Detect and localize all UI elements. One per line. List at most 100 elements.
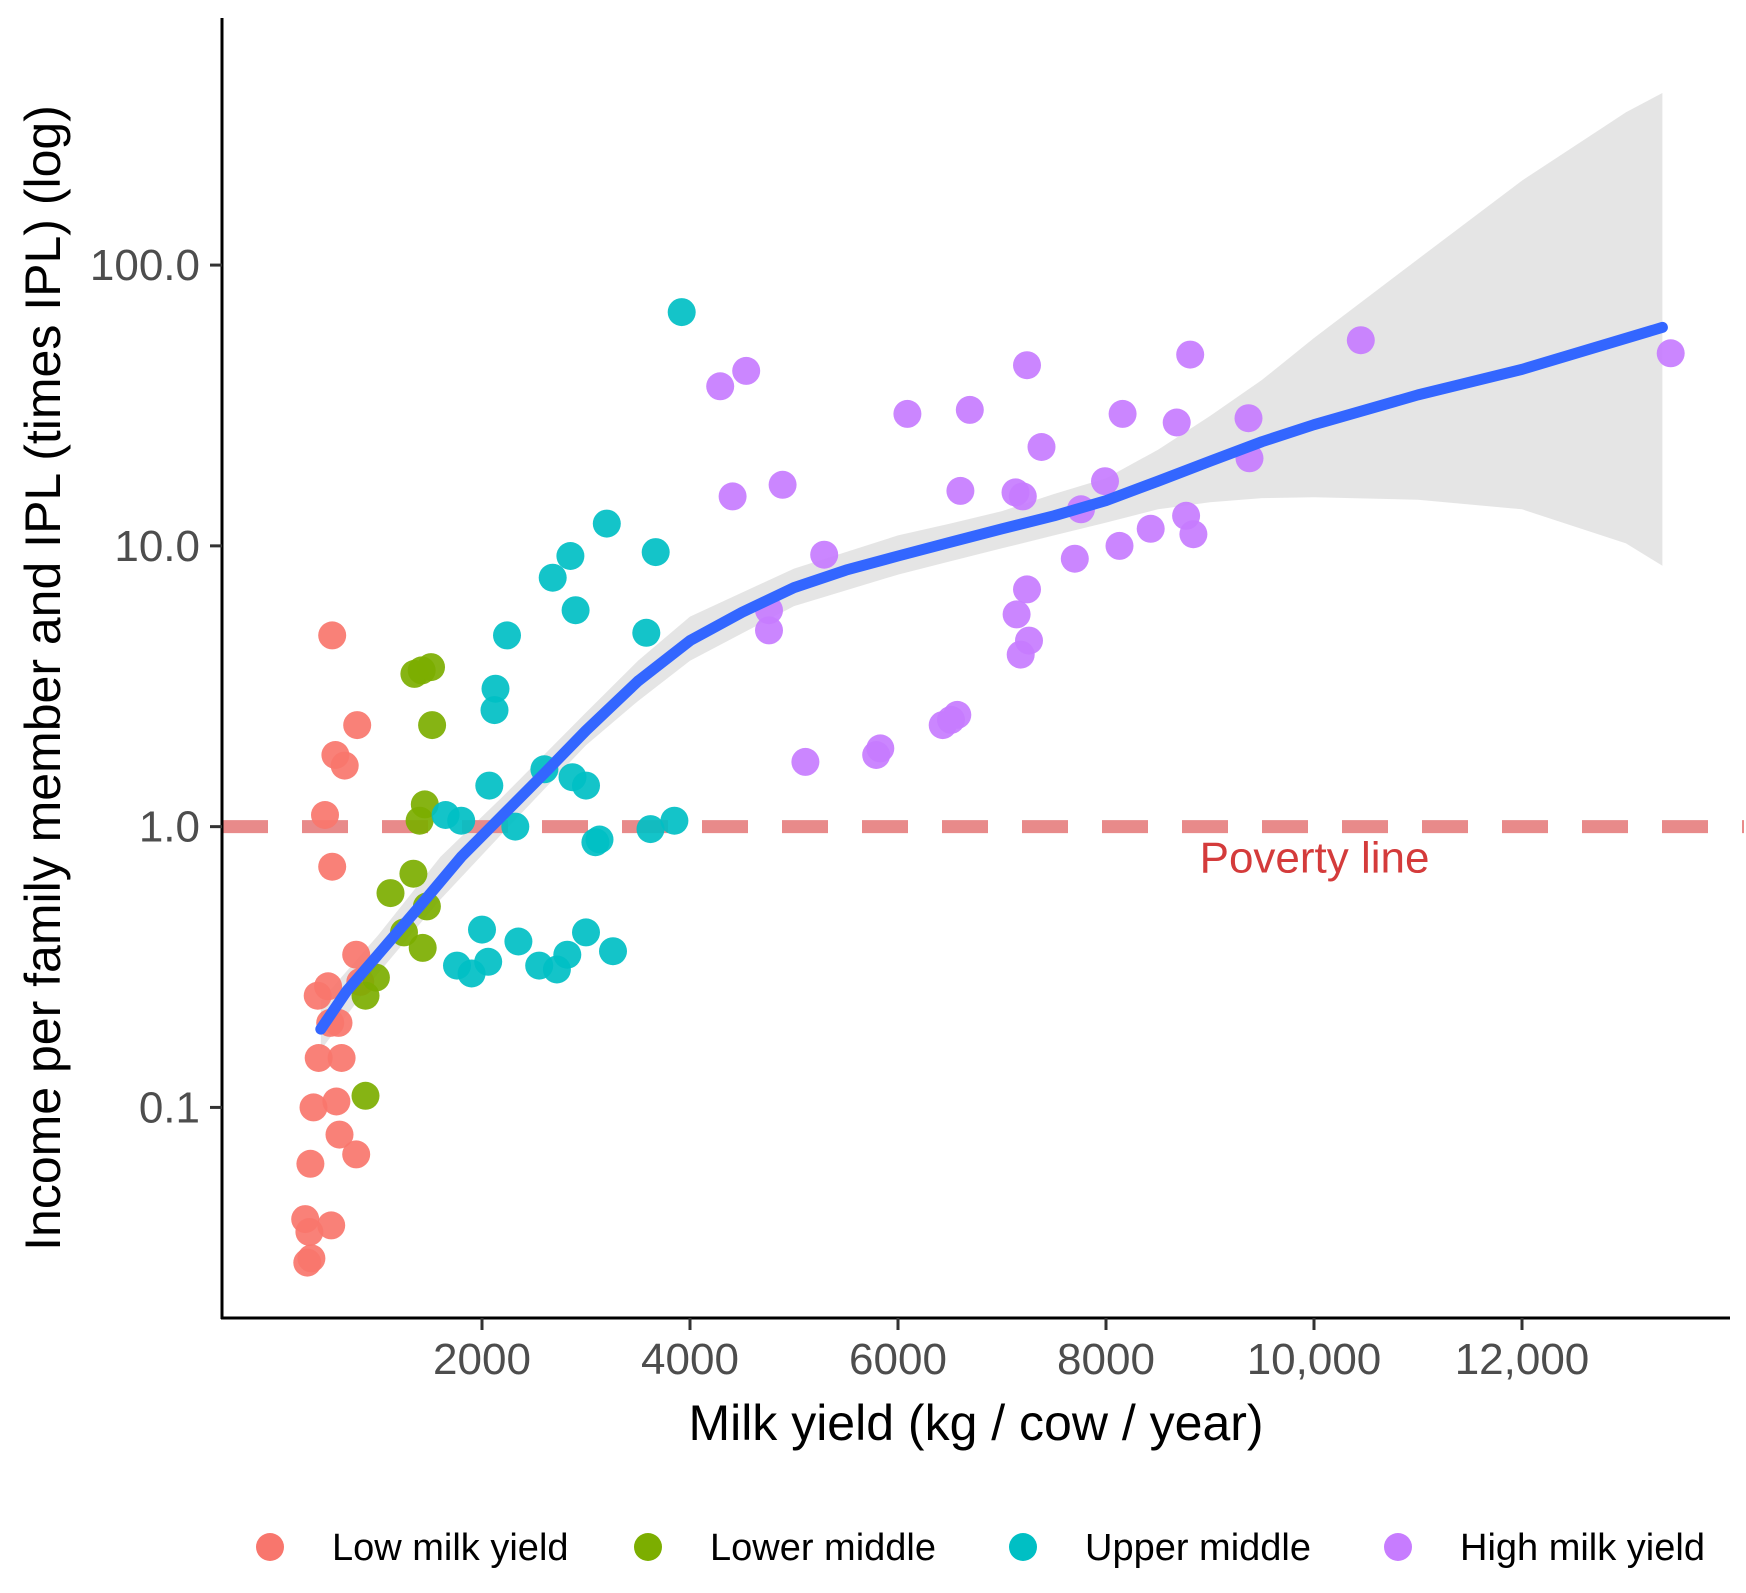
data-point-low-milk-yield: [295, 1218, 324, 1246]
legend-swatch: [1009, 1533, 1037, 1561]
axes-layer: 2000 4000 6000 8000 10,000 12,000 0.1 1.0 10.0 10…: [90, 18, 1730, 1384]
data-point-high-milk-yield: [1002, 600, 1031, 629]
legend-label: Lower middle: [710, 1527, 936, 1569]
data-point-upper-middle: [475, 771, 504, 800]
data-point-high-milk-yield: [1027, 433, 1056, 461]
confidence-ribbon: [320, 93, 1663, 1051]
data-point-high-milk-yield: [1346, 326, 1375, 355]
data-point-high-milk-yield: [1013, 575, 1041, 604]
data-point-low-milk-yield: [318, 621, 347, 650]
data-point-low-milk-yield: [322, 1087, 351, 1116]
data-point-upper-middle: [468, 915, 496, 944]
confidence-ribbon-layer: [320, 93, 1663, 1051]
data-point-low-milk-yield: [314, 972, 343, 1001]
data-point-high-milk-yield: [768, 470, 797, 499]
data-point-upper-middle: [572, 918, 600, 947]
data-point-high-milk-yield: [1008, 482, 1037, 511]
data-point-lower-middle: [405, 806, 434, 835]
data-point-upper-middle: [493, 621, 521, 650]
data-point-lower-middle: [351, 1081, 380, 1110]
data-point-low-milk-yield: [299, 1093, 328, 1122]
data-point-high-milk-yield: [937, 705, 965, 734]
legend: Low milk yield Lower middle Upper middle…: [256, 1527, 1705, 1569]
data-point-low-milk-yield: [311, 801, 339, 829]
data-point-upper-middle: [632, 618, 661, 647]
legend-item-upper-middle: Upper middle: [1009, 1527, 1311, 1569]
data-point-lower-middle: [408, 933, 437, 962]
data-point-high-milk-yield: [1234, 404, 1263, 433]
data-point-upper-middle: [572, 771, 600, 800]
y-tick-label: 0.1: [139, 1083, 200, 1132]
data-point-upper-middle: [581, 828, 610, 857]
data-point-high-milk-yield: [1162, 408, 1191, 437]
data-point-upper-middle: [556, 542, 585, 570]
data-point-upper-middle: [561, 596, 590, 625]
data-point-high-milk-yield: [1108, 399, 1137, 428]
data-point-low-milk-yield: [342, 940, 371, 969]
data-point-upper-middle: [501, 812, 530, 841]
data-point-lower-middle: [399, 859, 428, 888]
legend-label: Low milk yield: [332, 1527, 569, 1569]
data-point-high-milk-yield: [1013, 351, 1041, 380]
data-point-upper-middle: [474, 947, 503, 976]
data-point-upper-middle: [480, 696, 509, 725]
data-point-low-milk-yield: [327, 1044, 356, 1072]
data-point-high-milk-yield: [893, 399, 922, 428]
data-point-upper-middle: [481, 674, 510, 703]
data-point-upper-middle: [636, 815, 665, 844]
data-point-high-milk-yield: [810, 540, 839, 569]
data-point-low-milk-yield: [343, 711, 372, 740]
x-tick-label: 8000: [1057, 1335, 1155, 1384]
data-point-high-milk-yield: [1656, 339, 1685, 368]
data-point-upper-middle: [641, 538, 670, 567]
y-tick-label: 10.0: [114, 522, 200, 571]
legend-label: Upper middle: [1085, 1527, 1311, 1569]
data-point-upper-middle: [592, 509, 621, 538]
y-tick-label: 1.0: [139, 803, 200, 852]
legend-swatch: [1384, 1533, 1412, 1561]
legend-item-low-milk-yield: Low milk yield: [256, 1527, 569, 1569]
x-tick-label: 2000: [433, 1335, 531, 1384]
data-point-high-milk-yield: [1091, 467, 1119, 496]
x-tick-label: 12,000: [1455, 1335, 1590, 1384]
data-point-upper-middle: [525, 951, 554, 980]
smooth-line-layer: [315, 321, 1668, 1035]
data-point-high-milk-yield: [866, 734, 895, 763]
data-point-upper-middle: [599, 937, 627, 966]
x-tick-label: 10,000: [1247, 1335, 1382, 1384]
data-point-upper-middle: [660, 806, 689, 835]
data-point-high-milk-yield: [791, 747, 820, 776]
data-point-low-milk-yield: [293, 1248, 322, 1277]
legend-item-high-milk-yield: High milk yield: [1384, 1527, 1705, 1569]
data-point-upper-middle: [504, 927, 533, 956]
data-point-low-milk-yield: [325, 1120, 354, 1149]
data-point-lower-middle: [351, 981, 380, 1010]
data-point-high-milk-yield: [1136, 514, 1165, 543]
data-point-lower-middle: [417, 653, 445, 682]
data-point-low-milk-yield: [317, 1211, 346, 1240]
data-point-low-milk-yield: [330, 751, 359, 780]
x-axis-title: Milk yield (kg / cow / year): [688, 1395, 1263, 1451]
legend-item-lower-middle: Lower middle: [634, 1527, 936, 1569]
data-point-high-milk-yield: [946, 476, 975, 505]
data-point-high-milk-yield: [732, 356, 761, 385]
data-point-low-milk-yield: [318, 852, 347, 881]
legend-label: High milk yield: [1460, 1527, 1705, 1569]
y-tick-label: 100.0: [90, 241, 200, 290]
data-point-high-milk-yield: [1105, 531, 1134, 560]
data-point-lower-middle: [418, 711, 447, 740]
data-point-low-milk-yield: [296, 1149, 325, 1178]
data-point-upper-middle: [667, 298, 696, 327]
data-point-lower-middle: [376, 879, 405, 908]
y-axis-title: Income per family member and IPL (times …: [15, 105, 71, 1251]
data-point-upper-middle: [538, 563, 567, 592]
smooth-line: [315, 321, 1668, 1035]
legend-swatch: [634, 1533, 662, 1561]
x-tick-label: 6000: [849, 1335, 947, 1384]
legend-swatch: [256, 1533, 284, 1561]
data-point-high-milk-yield: [706, 372, 735, 401]
data-point-high-milk-yield: [955, 395, 984, 424]
data-point-low-milk-yield: [304, 1044, 333, 1072]
x-tick-label: 4000: [641, 1335, 739, 1384]
data-point-upper-middle: [447, 806, 476, 835]
